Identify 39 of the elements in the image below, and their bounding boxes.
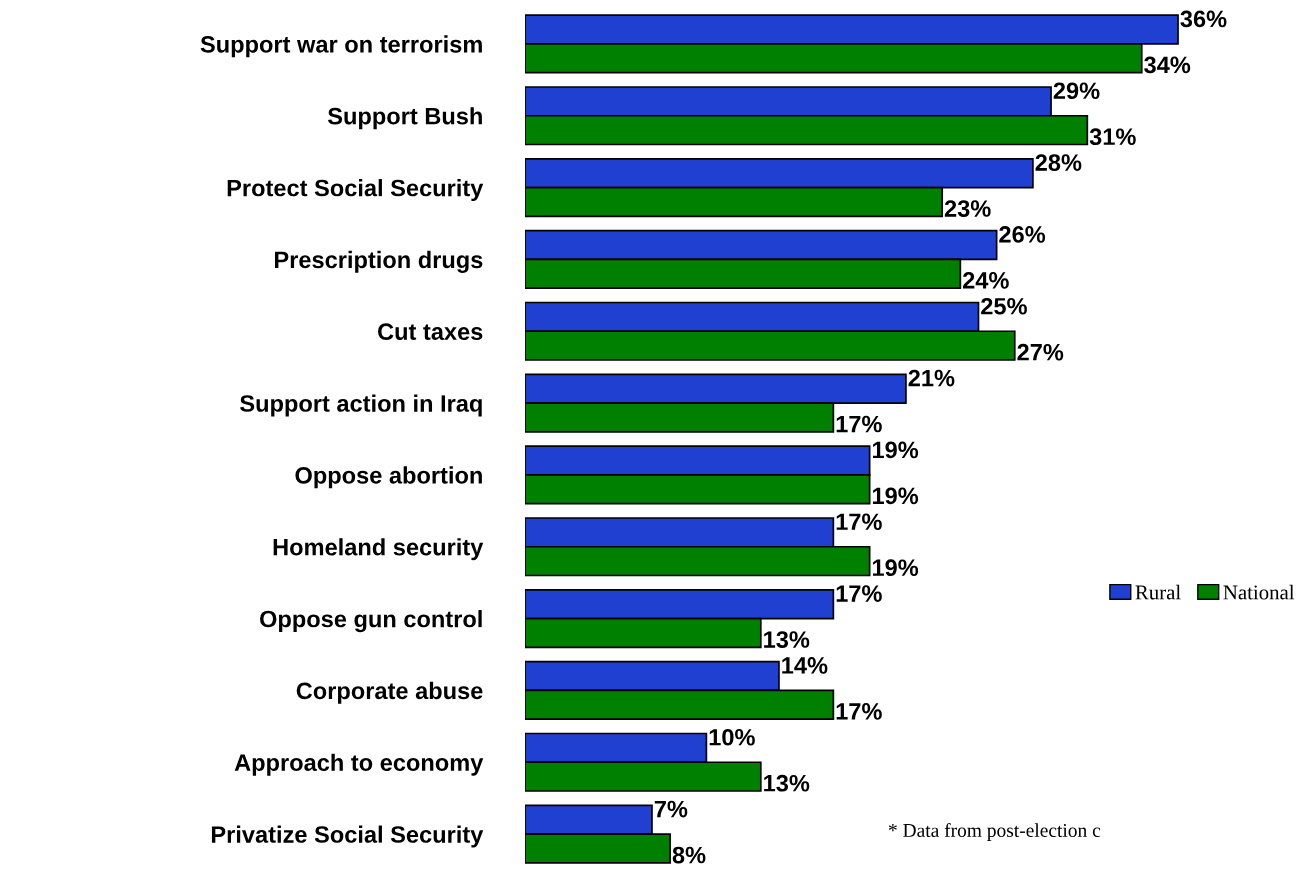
legend-label: Rural — [1135, 584, 1181, 600]
data-label: 7% — [654, 800, 688, 818]
data-label: 10% — [709, 728, 755, 746]
y-tick-label: Support war on terrorism — [200, 35, 482, 58]
data-label: 17% — [836, 415, 882, 433]
data-label: 17% — [836, 585, 882, 602]
y-tick-label: Prescription drugs — [275, 250, 483, 273]
annotation: * Data from post-election c — [888, 823, 1101, 841]
y-tick-label: Privatize Social Security — [211, 825, 484, 848]
data-label: 14% — [782, 657, 828, 674]
y-tick-label: Support action in Iraq — [240, 394, 482, 417]
data-label: 23% — [944, 200, 991, 217]
data-label: 17% — [836, 513, 882, 531]
y-tick-label: Support Bush — [327, 107, 482, 130]
data-label: 26% — [999, 226, 1046, 243]
data-label: 13% — [764, 631, 810, 648]
y-tick-label: Cut taxes — [378, 323, 483, 341]
y-tick-label: Oppose abortion — [295, 466, 482, 489]
data-label: 17% — [836, 703, 882, 720]
data-label: 31% — [1089, 128, 1136, 146]
data-label: 36% — [1180, 10, 1227, 28]
y-tick-label: Oppose gun control — [260, 610, 482, 633]
data-label: 25% — [981, 297, 1027, 315]
data-label: 13% — [764, 774, 810, 792]
data-label: 28% — [1035, 154, 1082, 171]
data-label: 34% — [1144, 56, 1191, 74]
y-tick-label: Homeland security — [273, 538, 484, 561]
data-label: 27% — [1017, 343, 1064, 361]
y-tick-label: Corporate abuse — [296, 681, 483, 704]
data-label: 21% — [908, 369, 955, 387]
data-label: 19% — [872, 559, 919, 577]
data-label: 19% — [872, 441, 919, 459]
legend-label: National — [1223, 584, 1295, 600]
y-tick-label: Protect Social Security — [227, 179, 484, 202]
data-label: 29% — [1053, 82, 1100, 100]
data-label: 8% — [672, 846, 706, 864]
y-tick-label: Approach to economy — [234, 753, 484, 776]
data-label: 19% — [872, 487, 919, 505]
data-label: 24% — [962, 272, 1009, 289]
